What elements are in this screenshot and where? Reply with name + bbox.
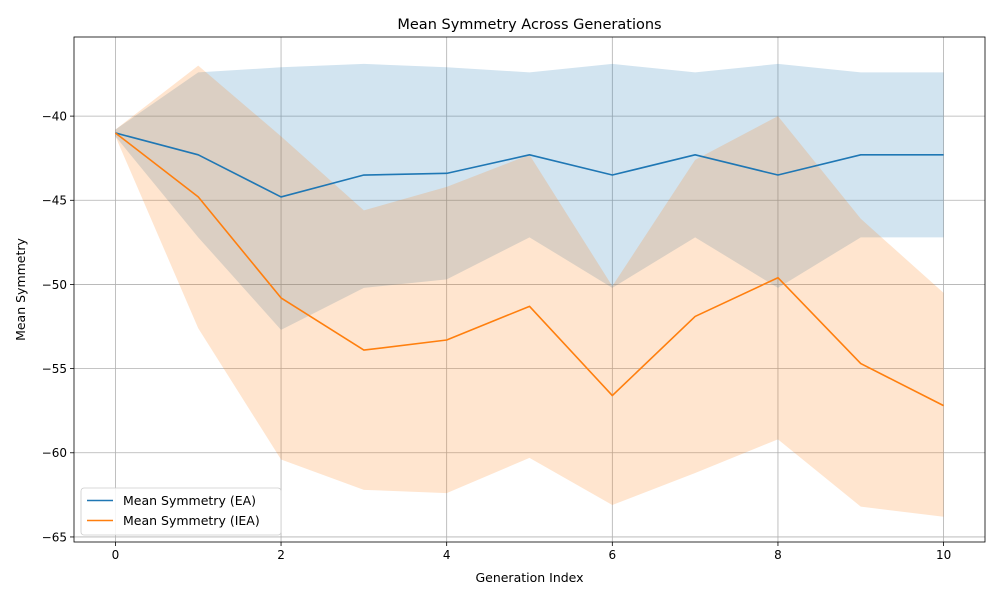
y-axis-label: Mean Symmetry xyxy=(13,237,28,340)
x-tick-label: 10 xyxy=(936,548,951,562)
x-tick-label: 0 xyxy=(112,548,120,562)
band-series-1 xyxy=(115,65,944,517)
x-tick-label: 4 xyxy=(443,548,451,562)
line-series-0 xyxy=(115,132,944,198)
legend: Mean Symmetry (EA) Mean Symmetry (IEA) xyxy=(80,487,282,536)
y-tick-label: −60 xyxy=(42,446,67,460)
legend-label-0: Mean Symmetry (EA) xyxy=(123,493,256,508)
chart-title: Mean Symmetry Across Generations xyxy=(397,17,661,33)
y-axis-ticks: −65 −60 −55 −50 −45 −40 xyxy=(42,109,74,544)
grid xyxy=(74,37,985,542)
x-axis-label: Generation Index xyxy=(475,570,583,585)
x-axis-ticks: 0 2 4 6 8 10 xyxy=(112,542,951,562)
line-series-1 xyxy=(114,132,944,407)
legend-box xyxy=(80,487,282,536)
band-series-0 xyxy=(115,63,944,330)
y-tick-label: −40 xyxy=(42,109,67,123)
plot-frame xyxy=(73,36,986,543)
y-tick-label: −45 xyxy=(42,194,67,208)
x-tick-label: 6 xyxy=(608,548,616,562)
series-lines xyxy=(114,132,944,407)
x-tick-label: 2 xyxy=(277,548,285,562)
y-tick-label: −50 xyxy=(42,278,67,292)
y-tick-label: −65 xyxy=(42,530,67,544)
x-tick-label: 8 xyxy=(774,548,782,562)
y-tick-label: −55 xyxy=(42,362,67,376)
legend-label-1: Mean Symmetry (IEA) xyxy=(123,513,260,528)
confidence-bands xyxy=(115,63,944,517)
